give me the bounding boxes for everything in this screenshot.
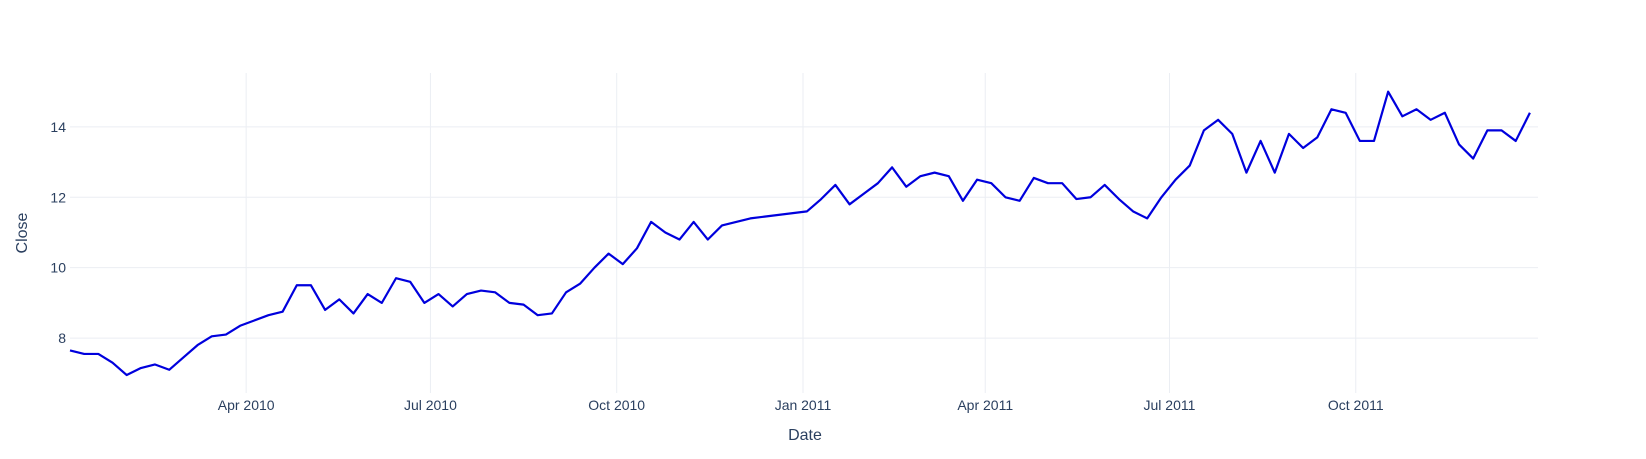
line-series — [69, 90, 1531, 377]
y-tick-label: 12 — [50, 189, 66, 205]
x-tick-label: Apr 2011 — [957, 397, 1013, 413]
y-tick-label: 8 — [58, 330, 66, 346]
x-tick-label: Jul 2011 — [1144, 397, 1196, 413]
x-tick-label: Oct 2011 — [1328, 397, 1384, 413]
x-tick-label: Jan 2011 — [775, 397, 832, 413]
y-axis-title: Close — [14, 212, 31, 253]
y-tick-label: 14 — [50, 119, 66, 135]
y-tick-label: 10 — [50, 260, 66, 276]
x-tick-label: Oct 2010 — [588, 397, 645, 413]
x-tick-label: Jul 2010 — [404, 397, 457, 413]
x-axis-title: Date — [788, 427, 822, 444]
x-tick-label: Apr 2010 — [218, 397, 275, 413]
